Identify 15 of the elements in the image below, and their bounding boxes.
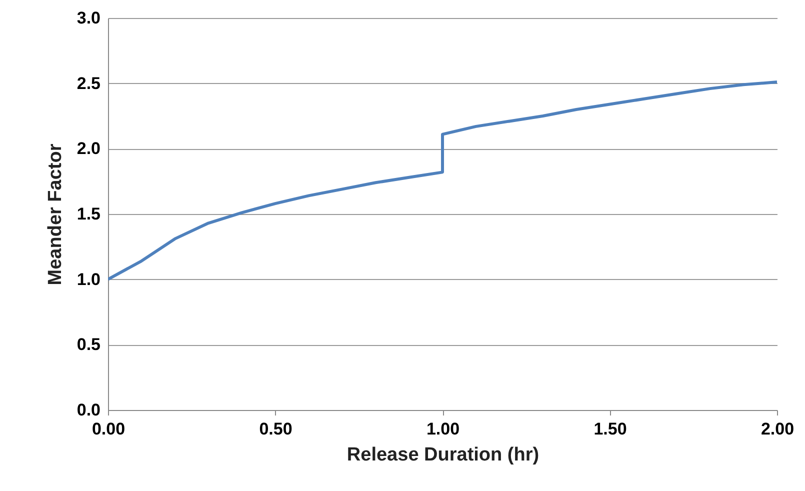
line-series	[108, 80, 777, 281]
y-tick-label: 0.0	[76, 400, 100, 420]
x-axis-title: Release Duration (hr)	[346, 444, 540, 466]
y-axis-title: Meander Factor	[44, 143, 66, 286]
x-tick-label: 0.00	[92, 420, 126, 438]
y-tick-label: 1.0	[76, 270, 100, 289]
x-tick-label: 1.00	[426, 420, 460, 438]
y-tick-label: 3.0	[76, 8, 100, 28]
y-tick-label: 1.5	[76, 204, 100, 224]
x-tick-label: 0.50	[259, 420, 292, 438]
y-tick-label: 2.0	[76, 139, 100, 158]
x-tick-label: 1.50	[594, 420, 627, 438]
x-tick-label: 2.00	[760, 420, 794, 438]
y-tick-label: 2.5	[76, 74, 100, 93]
y-tick-label: 0.5	[76, 335, 100, 354]
